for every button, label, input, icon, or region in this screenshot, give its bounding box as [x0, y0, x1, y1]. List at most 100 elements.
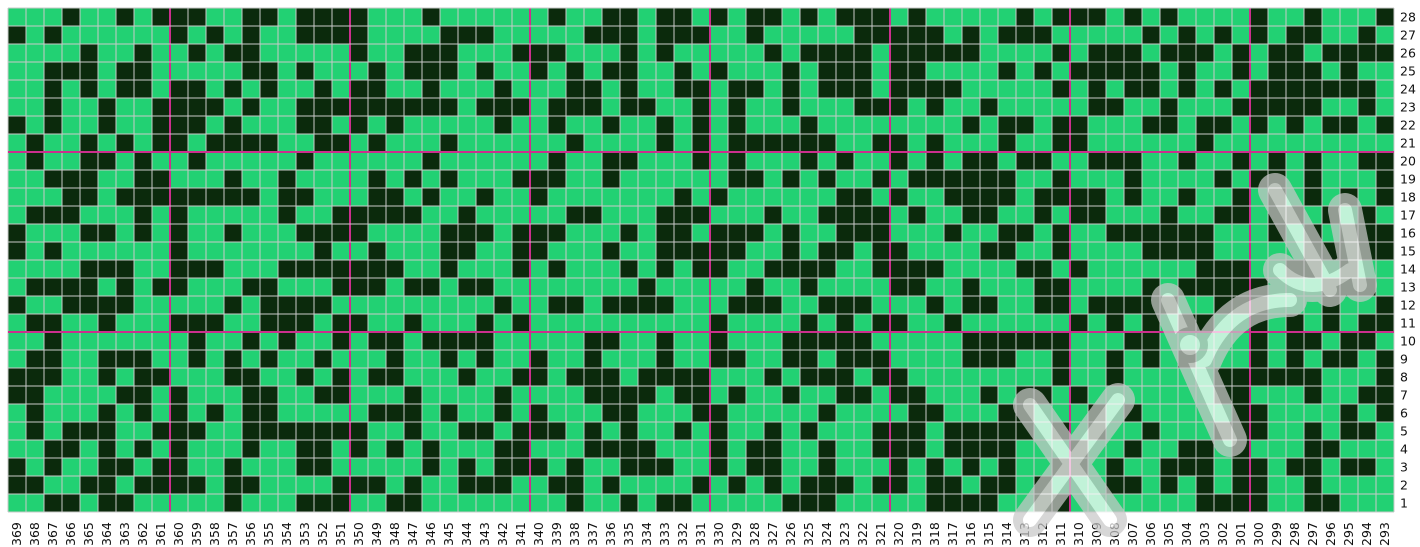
- pattern-cell: [530, 80, 548, 98]
- pattern-cell: [404, 116, 422, 134]
- pattern-cell: [62, 440, 80, 458]
- pattern-cell: [1088, 8, 1106, 26]
- pattern-cell: [476, 422, 494, 440]
- pattern-cell: [728, 152, 746, 170]
- pattern-cell: [1142, 296, 1160, 314]
- pattern-cell: [512, 188, 530, 206]
- pattern-cell: [1268, 494, 1286, 512]
- pattern-cell: [1124, 296, 1142, 314]
- row-label: 8: [1400, 370, 1408, 385]
- pattern-cell: [368, 26, 386, 44]
- pattern-cell: [872, 8, 890, 26]
- pattern-cell: [890, 224, 908, 242]
- pattern-cell: [1214, 8, 1232, 26]
- pattern-cell: [836, 44, 854, 62]
- pattern-cell: [1088, 134, 1106, 152]
- pattern-cell: [602, 440, 620, 458]
- pattern-cell: [926, 476, 944, 494]
- pattern-cell: [836, 350, 854, 368]
- pattern-cell: [728, 278, 746, 296]
- pattern-cell: [926, 458, 944, 476]
- pattern-cell: [818, 350, 836, 368]
- pattern-cell: [800, 440, 818, 458]
- pattern-cell: [1376, 386, 1394, 404]
- pattern-cell: [692, 224, 710, 242]
- pattern-cell: [1214, 80, 1232, 98]
- pattern-cell: [26, 116, 44, 134]
- pattern-cell: [512, 152, 530, 170]
- pattern-cell: [1304, 440, 1322, 458]
- pattern-cell: [890, 494, 908, 512]
- pattern-cell: [728, 44, 746, 62]
- pattern-cell: [80, 404, 98, 422]
- pattern-cell: [296, 134, 314, 152]
- pattern-cell: [152, 152, 170, 170]
- column-label: 312: [1035, 522, 1050, 546]
- pattern-cell: [206, 476, 224, 494]
- pattern-cell: [548, 332, 566, 350]
- pattern-cell: [1196, 332, 1214, 350]
- pattern-cell: [1196, 26, 1214, 44]
- pattern-cell: [62, 62, 80, 80]
- pattern-cell: [494, 296, 512, 314]
- pattern-cell: [368, 332, 386, 350]
- pattern-cell: [1178, 242, 1196, 260]
- pattern-cell: [908, 80, 926, 98]
- pattern-cell: [620, 98, 638, 116]
- pattern-cell: [512, 494, 530, 512]
- pattern-cell: [278, 44, 296, 62]
- pattern-cell: [1358, 188, 1376, 206]
- pattern-cell: [872, 368, 890, 386]
- pattern-cell: [998, 332, 1016, 350]
- pattern-cell: [1016, 404, 1034, 422]
- pattern-cell: [116, 494, 134, 512]
- pattern-cell: [602, 350, 620, 368]
- pattern-cell: [422, 134, 440, 152]
- pattern-cell: [944, 368, 962, 386]
- pattern-cell: [476, 242, 494, 260]
- pattern-cell: [224, 98, 242, 116]
- pattern-cell: [350, 422, 368, 440]
- pattern-cell: [836, 152, 854, 170]
- row-label: 3: [1400, 460, 1408, 475]
- pattern-cell: [1070, 206, 1088, 224]
- pattern-cell: [944, 62, 962, 80]
- pattern-cell: [1358, 368, 1376, 386]
- pattern-cell: [836, 494, 854, 512]
- pattern-cell: [98, 422, 116, 440]
- pattern-cell: [422, 278, 440, 296]
- pattern-cell: [872, 44, 890, 62]
- pattern-cell: [1322, 494, 1340, 512]
- pattern-cell: [908, 332, 926, 350]
- pattern-cell: [782, 476, 800, 494]
- pattern-cell: [926, 278, 944, 296]
- pattern-cell: [350, 242, 368, 260]
- pattern-cell: [1088, 116, 1106, 134]
- row-label: 11: [1400, 316, 1416, 331]
- pattern-cell: [1124, 8, 1142, 26]
- pattern-cell: [962, 62, 980, 80]
- pattern-cell: [854, 206, 872, 224]
- pattern-cell: [818, 188, 836, 206]
- pattern-cell: [1142, 332, 1160, 350]
- pattern-cell: [512, 44, 530, 62]
- row-labels: 2827262524232221201918171615141312111098…: [1400, 10, 1416, 511]
- pattern-cell: [512, 98, 530, 116]
- pattern-cell: [206, 368, 224, 386]
- pattern-cell: [1088, 206, 1106, 224]
- pattern-cell: [818, 62, 836, 80]
- pattern-cell: [836, 134, 854, 152]
- pattern-cell: [1232, 8, 1250, 26]
- pattern-cell: [638, 458, 656, 476]
- column-label: 357: [225, 522, 240, 546]
- pattern-cell: [1340, 224, 1358, 242]
- pattern-cell: [1178, 80, 1196, 98]
- pattern-cell: [1304, 44, 1322, 62]
- pattern-cell: [548, 368, 566, 386]
- pattern-cell: [656, 44, 674, 62]
- pattern-cell: [260, 314, 278, 332]
- pattern-cell: [188, 80, 206, 98]
- pattern-cell: [908, 134, 926, 152]
- pattern-cell: [1358, 296, 1376, 314]
- column-label: 330: [711, 522, 726, 546]
